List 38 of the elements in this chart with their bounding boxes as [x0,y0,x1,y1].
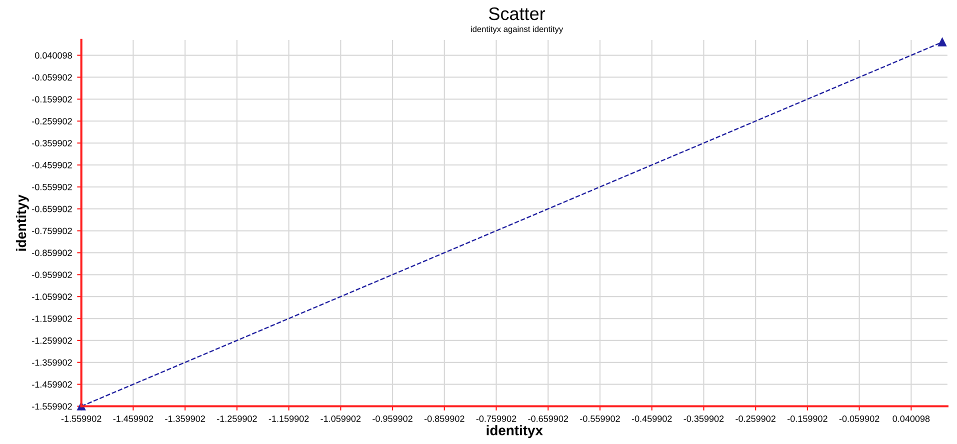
x-tick-label: -1.359902 [165,416,205,422]
x-tick-label: -0.359902 [684,416,724,422]
x-tick-label: -1.459902 [113,416,154,422]
y-tick-label: -1.559902 [32,403,72,410]
x-tick-label: -1.559902 [61,416,102,422]
y-tick-label: -0.359902 [32,140,72,146]
chart-subtitle: identityx against identityy [471,26,564,34]
x-tick-label: -0.459902 [632,416,672,422]
chart-title: Scatter [489,7,546,20]
y-tick-label: -1.359902 [32,359,72,366]
y-tick-label: -1.259902 [32,337,72,344]
y-axis-title: identityy [16,194,29,251]
x-tick-label: -0.159902 [788,416,828,422]
y-tick-label: -0.959902 [32,272,72,278]
x-tick-label: -0.659902 [528,416,568,422]
x-tick-label: -1.059902 [320,416,361,422]
y-tick-label: -0.259902 [32,118,72,124]
x-axis-title: identityx [486,425,543,438]
y-tick-label: -0.659902 [32,206,72,212]
x-tick-label: -0.859902 [424,416,464,422]
y-tick-label: 0.040098 [35,52,72,59]
y-tick-label: -0.859902 [32,250,72,256]
y-tick-label: -0.159902 [32,96,72,103]
x-tick-label: -0.959902 [372,416,412,422]
y-tick-label: -0.759902 [32,228,72,234]
y-tick-label: -1.059902 [32,294,72,300]
x-tick-label: -0.259902 [736,416,776,422]
y-tick-label: -1.459902 [32,381,72,388]
y-tick-label: -0.059902 [32,74,72,81]
x-tick-label: -0.559902 [580,416,620,422]
y-tick-label: -0.559902 [32,184,72,190]
x-tick-label: -0.759902 [476,416,516,422]
y-tick-label: -1.159902 [32,315,72,322]
x-tick-label: 0.040098 [892,416,930,422]
x-tick-label: -0.059902 [839,416,880,422]
x-tick-label: -1.159902 [268,416,309,422]
x-tick-label: -1.259902 [217,416,257,422]
y-tick-label: -0.459902 [32,162,72,168]
